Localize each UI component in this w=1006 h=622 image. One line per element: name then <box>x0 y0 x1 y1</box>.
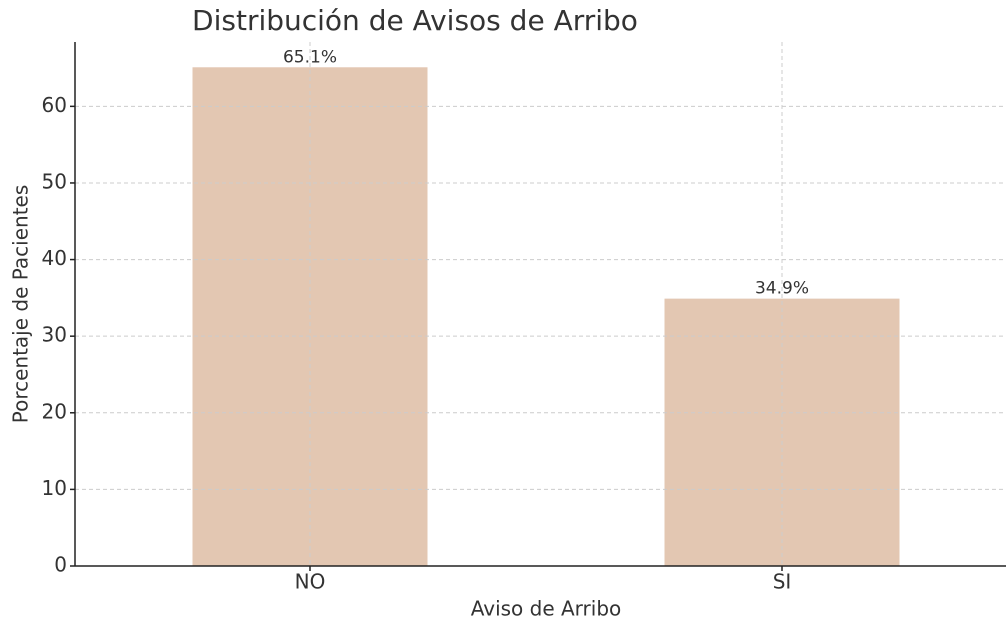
y-tick-label: 40 <box>42 246 67 270</box>
y-tick-label: 50 <box>42 169 67 193</box>
y-tick-label: 30 <box>42 323 67 347</box>
x-tick-label: SI <box>773 570 792 594</box>
y-tick-label: 0 <box>54 553 67 577</box>
x-axis-label: Aviso de Arribo <box>471 597 622 621</box>
y-tick-label: 60 <box>42 93 67 117</box>
y-axis-label: Porcentaje de Pacientes <box>9 185 33 424</box>
chart-title: Distribución de Avisos de Arribo <box>192 4 638 37</box>
x-tick-label: NO <box>295 570 326 594</box>
y-tick-label: 20 <box>42 399 67 423</box>
y-tick-label: 10 <box>42 476 67 500</box>
